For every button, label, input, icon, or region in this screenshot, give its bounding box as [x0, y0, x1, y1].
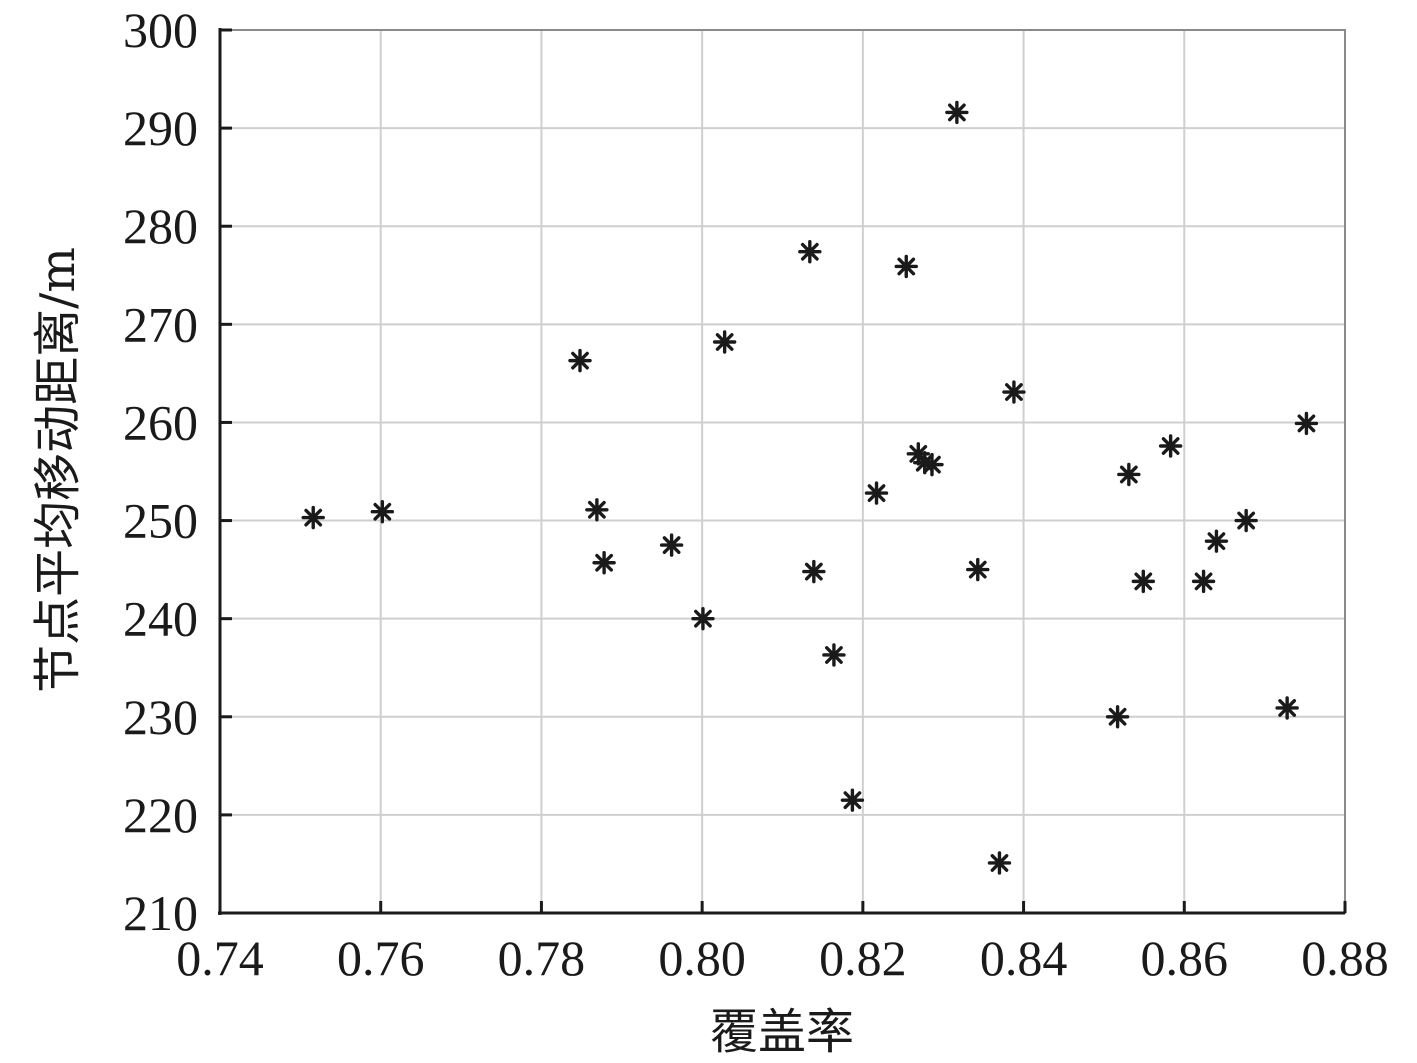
data-point [301, 505, 325, 530]
y-tick-label: 220 [123, 787, 198, 843]
data-point [1117, 462, 1141, 487]
data-point [370, 500, 395, 524]
data-point [659, 533, 684, 557]
x-axis-title: 覆盖率 [710, 1004, 854, 1060]
x-tick-label: 0.74 [176, 930, 264, 986]
y-tick-label: 260 [123, 394, 198, 450]
data-point [712, 330, 737, 354]
data-point [1294, 411, 1319, 436]
x-tick-label: 0.86 [1141, 930, 1229, 986]
y-tick-label: 290 [123, 100, 198, 156]
y-tick-label: 240 [123, 591, 198, 647]
x-tick-label: 0.76 [337, 930, 425, 986]
y-axis-title: 节点平均移动距离/m [30, 247, 86, 693]
data-point [691, 606, 715, 631]
data-points [301, 100, 1319, 875]
data-point [568, 348, 592, 373]
data-point [966, 557, 990, 582]
data-point [592, 551, 616, 575]
x-tick-label: 0.84 [980, 930, 1068, 986]
y-tick-label: 300 [123, 2, 198, 58]
data-point [1204, 529, 1229, 553]
data-point [1191, 569, 1216, 594]
data-point [585, 498, 609, 522]
data-point [1158, 434, 1183, 458]
data-point [945, 100, 969, 125]
data-point [798, 240, 822, 264]
y-axis-ticks: 210 220 230 240 250 260 270 280 290 300 [123, 2, 232, 941]
plot-axes [218, 28, 1346, 915]
x-tick-label: 0.78 [498, 930, 586, 986]
data-point [822, 643, 846, 667]
data-point [1275, 696, 1299, 720]
x-tick-label: 0.82 [819, 930, 907, 986]
plot-area-frame [219, 29, 1346, 914]
y-tick-label: 230 [123, 689, 198, 745]
data-point [920, 452, 944, 477]
data-point [1105, 705, 1130, 729]
data-point [1002, 380, 1026, 404]
y-tick-label: 250 [123, 493, 198, 549]
x-axis-ticks: 0.74 0.76 0.78 0.80 0.82 0.84 0.86 0.88 [176, 901, 1389, 986]
y-tick-label: 280 [123, 198, 198, 254]
y-tick-label: 270 [123, 296, 198, 352]
data-point [1131, 569, 1156, 594]
x-tick-label: 0.80 [658, 930, 746, 986]
data-point [987, 851, 1012, 875]
grid-lines [220, 30, 1345, 913]
data-point [840, 788, 865, 812]
data-point [864, 481, 889, 505]
data-point [894, 254, 918, 279]
data-point [802, 559, 826, 584]
x-tick-label: 0.88 [1301, 930, 1389, 986]
data-point [1234, 508, 1258, 533]
y-tick-label: 210 [123, 885, 198, 941]
